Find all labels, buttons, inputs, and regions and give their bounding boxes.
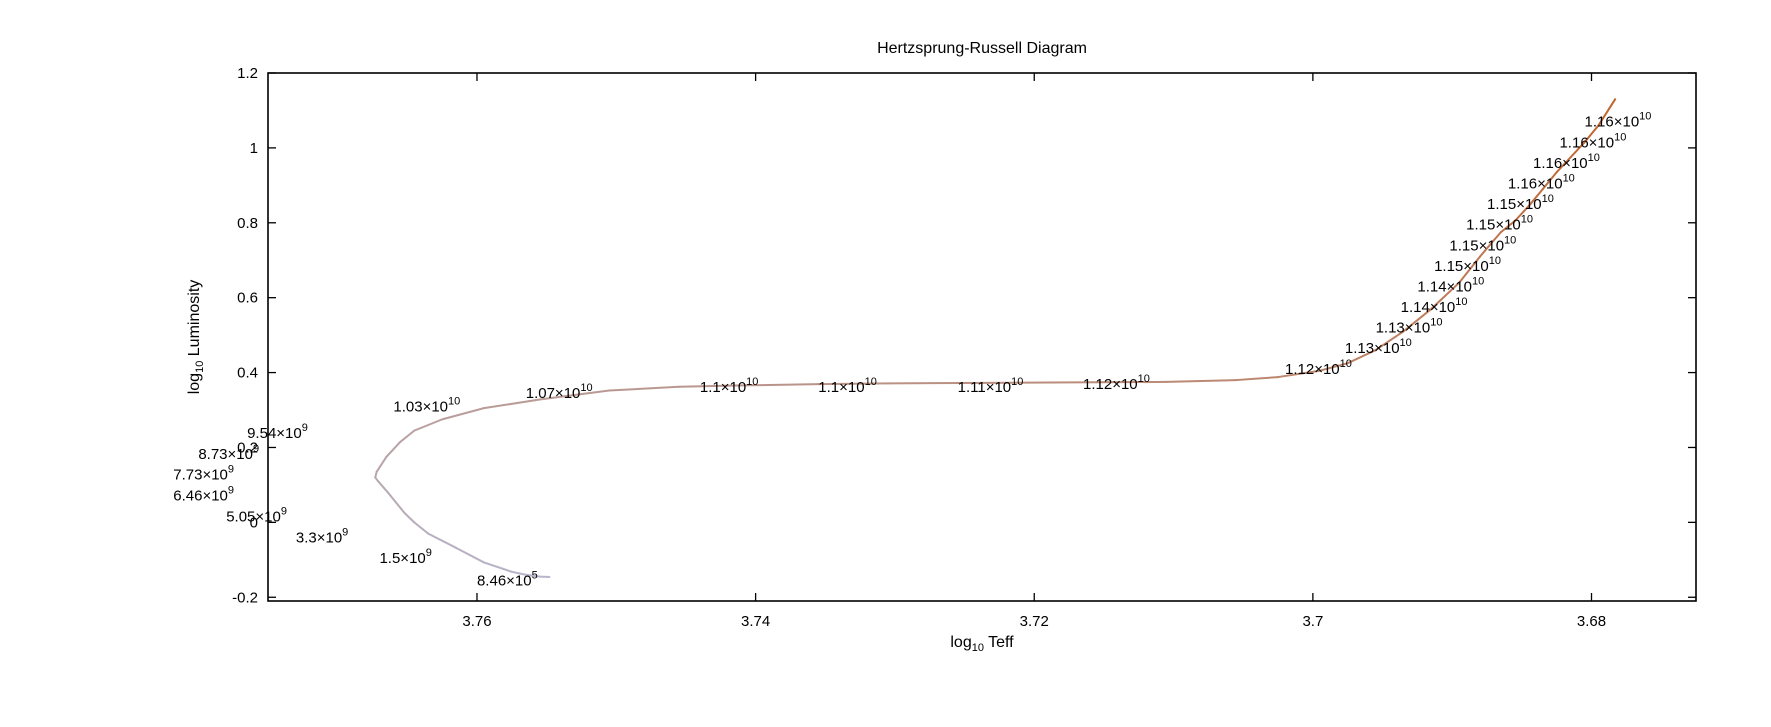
track-segment [677,384,750,388]
track-segment [1479,242,1493,258]
track-segment [1569,141,1586,159]
y-tick-label: 0.4 [237,365,258,382]
age-labels: 8.46×105 1.5×109 3.3×109 5.05×1096.46×1097.… [173,111,1651,590]
track-segment [608,385,680,392]
plot-frame [267,72,1697,602]
age-label: 1.07×1010 [526,382,593,402]
age-label: 1.16×1010 [1559,131,1626,151]
x-tick-label: 3.74 [741,613,770,630]
track-segment [1346,349,1377,365]
age-label: 8.73×109 [198,443,259,463]
track-segment [1597,98,1617,127]
age-label: 1.15×1010 [1434,255,1501,275]
axis-ticks: 3.76 3.74 3.72 3.7 3.68 -0.2 0 0.2 0.4 0.6 0.8 1 1.2 [232,65,1696,630]
x-tick-label: 3.76 [462,613,491,630]
track-segment [524,573,541,578]
track-segment [455,546,485,564]
x-tick-label: 3.72 [1020,613,1049,630]
y-tick-label: 1 [250,140,258,157]
age-label: 7.73×109 [173,463,234,483]
age-label: 1.1×1010 [700,376,759,396]
age-label: 1.16×1010 [1585,111,1652,131]
track-segment [385,440,402,458]
y-tick-label: 0.2 [237,439,258,456]
age-label: 1.1×1010 [818,376,877,396]
chart-title: Hertzsprung-Russell Diagram [877,40,1087,57]
age-label: 1.16×1010 [1533,152,1600,172]
track-segment [1318,362,1349,372]
track-segment [482,398,541,410]
y-tick-label: 1.2 [237,65,258,82]
y-axis-title: log10 Luminosity [186,280,206,395]
age-label: 3.3×109 [296,526,348,546]
track-segment [399,429,416,443]
track-segment [1430,281,1461,310]
track-segment [510,570,527,576]
track-segment [1277,369,1321,379]
age-label: 1.12×1010 [1285,358,1352,378]
evolution-track [374,98,1617,579]
track-segment [403,512,416,524]
age-label: 1.5×109 [379,547,431,567]
track-segment [386,491,406,514]
age-label: 1.12×1010 [1083,373,1150,393]
x-axis-title: log10 Teff [950,634,1014,654]
track-segment [375,455,388,473]
track-segment [1499,219,1516,234]
track-segment [1527,188,1544,207]
track-segment [441,407,485,421]
age-label: 1.14×1010 [1401,296,1468,316]
x-tick-label: 3.68 [1577,613,1606,630]
age-label: 1.16×1010 [1508,172,1575,192]
track-segment [747,383,820,387]
y-tick-label: 0 [250,514,258,531]
age-label: 5.05×109 [226,506,287,526]
track-segment [1541,171,1558,191]
track-segment [538,389,611,401]
track-segment [1458,255,1482,284]
age-label: 1.15×1010 [1487,193,1554,213]
track-segment [482,561,513,573]
y-tick-label: 0.8 [237,215,258,232]
age-label: 1.13×1010 [1345,337,1412,357]
track-segment [1555,156,1572,174]
age-label: 8.46×105 [477,569,538,589]
age-label: 6.46×109 [173,484,234,504]
track-segment [1490,231,1502,245]
track-segment [413,521,430,535]
track-segment [413,418,444,432]
track-segment [1165,379,1238,383]
age-label: 1.15×1010 [1449,234,1516,254]
track-segment [1402,307,1433,333]
track-segment [1513,204,1530,222]
age-label: 1.11×1010 [958,376,1024,396]
age-label: 1.15×1010 [1466,214,1533,234]
track-segment [427,532,458,549]
track-segment [1235,376,1280,382]
track-segment [1374,330,1405,352]
track-segment [377,480,389,494]
age-label: 9.54×109 [247,422,308,442]
track-segment [817,382,889,386]
x-tick-label: 3.7 [1302,613,1323,630]
y-tick-label: 0.6 [237,290,258,307]
y-tick-label: -0.2 [232,589,258,606]
track-segment [1583,124,1600,144]
age-label: 1.14×1010 [1417,275,1484,295]
age-label: 1.03×1010 [393,395,460,415]
age-label: 1.13×1010 [1376,317,1443,337]
